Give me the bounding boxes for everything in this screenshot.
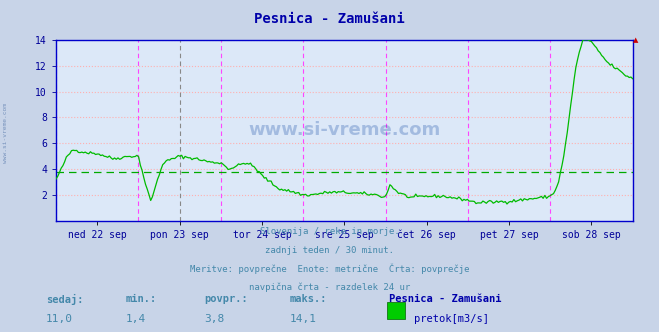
Text: www.si-vreme.com: www.si-vreme.com bbox=[3, 103, 8, 163]
Text: zadnji teden / 30 minut.: zadnji teden / 30 minut. bbox=[265, 246, 394, 255]
Text: Meritve: povprečne  Enote: metrične  Črta: povprečje: Meritve: povprečne Enote: metrične Črta:… bbox=[190, 264, 469, 275]
Text: 11,0: 11,0 bbox=[46, 314, 73, 324]
Text: 3,8: 3,8 bbox=[204, 314, 225, 324]
Text: min.:: min.: bbox=[125, 294, 156, 304]
Text: maks.:: maks.: bbox=[290, 294, 328, 304]
Text: pretok[m3/s]: pretok[m3/s] bbox=[414, 314, 489, 324]
Text: ▲: ▲ bbox=[633, 37, 638, 43]
Text: povpr.:: povpr.: bbox=[204, 294, 248, 304]
Text: sedaj:: sedaj: bbox=[46, 294, 84, 305]
Text: 14,1: 14,1 bbox=[290, 314, 317, 324]
Text: Pesnica - Zamušani: Pesnica - Zamušani bbox=[389, 294, 501, 304]
Text: navpična črta - razdelek 24 ur: navpična črta - razdelek 24 ur bbox=[249, 282, 410, 292]
Text: Slovenija / reke in morje.: Slovenija / reke in morje. bbox=[260, 227, 399, 236]
Text: Pesnica - Zamušani: Pesnica - Zamušani bbox=[254, 12, 405, 26]
Text: 1,4: 1,4 bbox=[125, 314, 146, 324]
Text: www.si-vreme.com: www.si-vreme.com bbox=[248, 121, 440, 139]
